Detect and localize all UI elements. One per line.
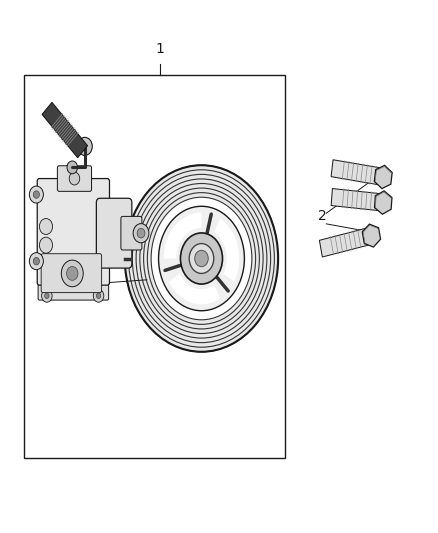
Polygon shape — [331, 160, 384, 185]
Polygon shape — [362, 224, 381, 247]
Polygon shape — [374, 191, 392, 214]
Bar — [24, 75, 285, 458]
Text: 1: 1 — [155, 42, 164, 56]
Circle shape — [29, 253, 43, 270]
Polygon shape — [319, 227, 373, 257]
FancyBboxPatch shape — [96, 198, 132, 268]
Circle shape — [39, 237, 53, 253]
Wedge shape — [164, 213, 201, 259]
FancyBboxPatch shape — [41, 254, 102, 293]
Wedge shape — [125, 165, 278, 352]
Circle shape — [39, 219, 53, 235]
Circle shape — [93, 289, 104, 302]
Circle shape — [159, 206, 244, 311]
Circle shape — [195, 251, 208, 266]
FancyBboxPatch shape — [121, 216, 142, 250]
Circle shape — [180, 233, 223, 284]
Circle shape — [67, 266, 78, 280]
Circle shape — [189, 244, 214, 273]
Circle shape — [33, 257, 39, 265]
Circle shape — [42, 289, 52, 302]
Polygon shape — [42, 102, 88, 158]
Wedge shape — [169, 274, 220, 304]
Polygon shape — [331, 189, 384, 211]
Wedge shape — [214, 219, 239, 281]
Circle shape — [96, 293, 101, 298]
Circle shape — [69, 172, 80, 185]
Circle shape — [137, 228, 145, 238]
Circle shape — [45, 293, 49, 298]
Text: 3: 3 — [96, 276, 105, 289]
FancyBboxPatch shape — [57, 166, 92, 191]
Circle shape — [133, 223, 149, 243]
Circle shape — [78, 138, 92, 156]
Circle shape — [67, 161, 78, 174]
Text: 2: 2 — [318, 209, 326, 223]
Circle shape — [61, 260, 83, 287]
FancyBboxPatch shape — [37, 179, 110, 285]
Circle shape — [33, 191, 39, 198]
Circle shape — [29, 186, 43, 203]
FancyBboxPatch shape — [38, 273, 109, 300]
Polygon shape — [374, 165, 392, 189]
